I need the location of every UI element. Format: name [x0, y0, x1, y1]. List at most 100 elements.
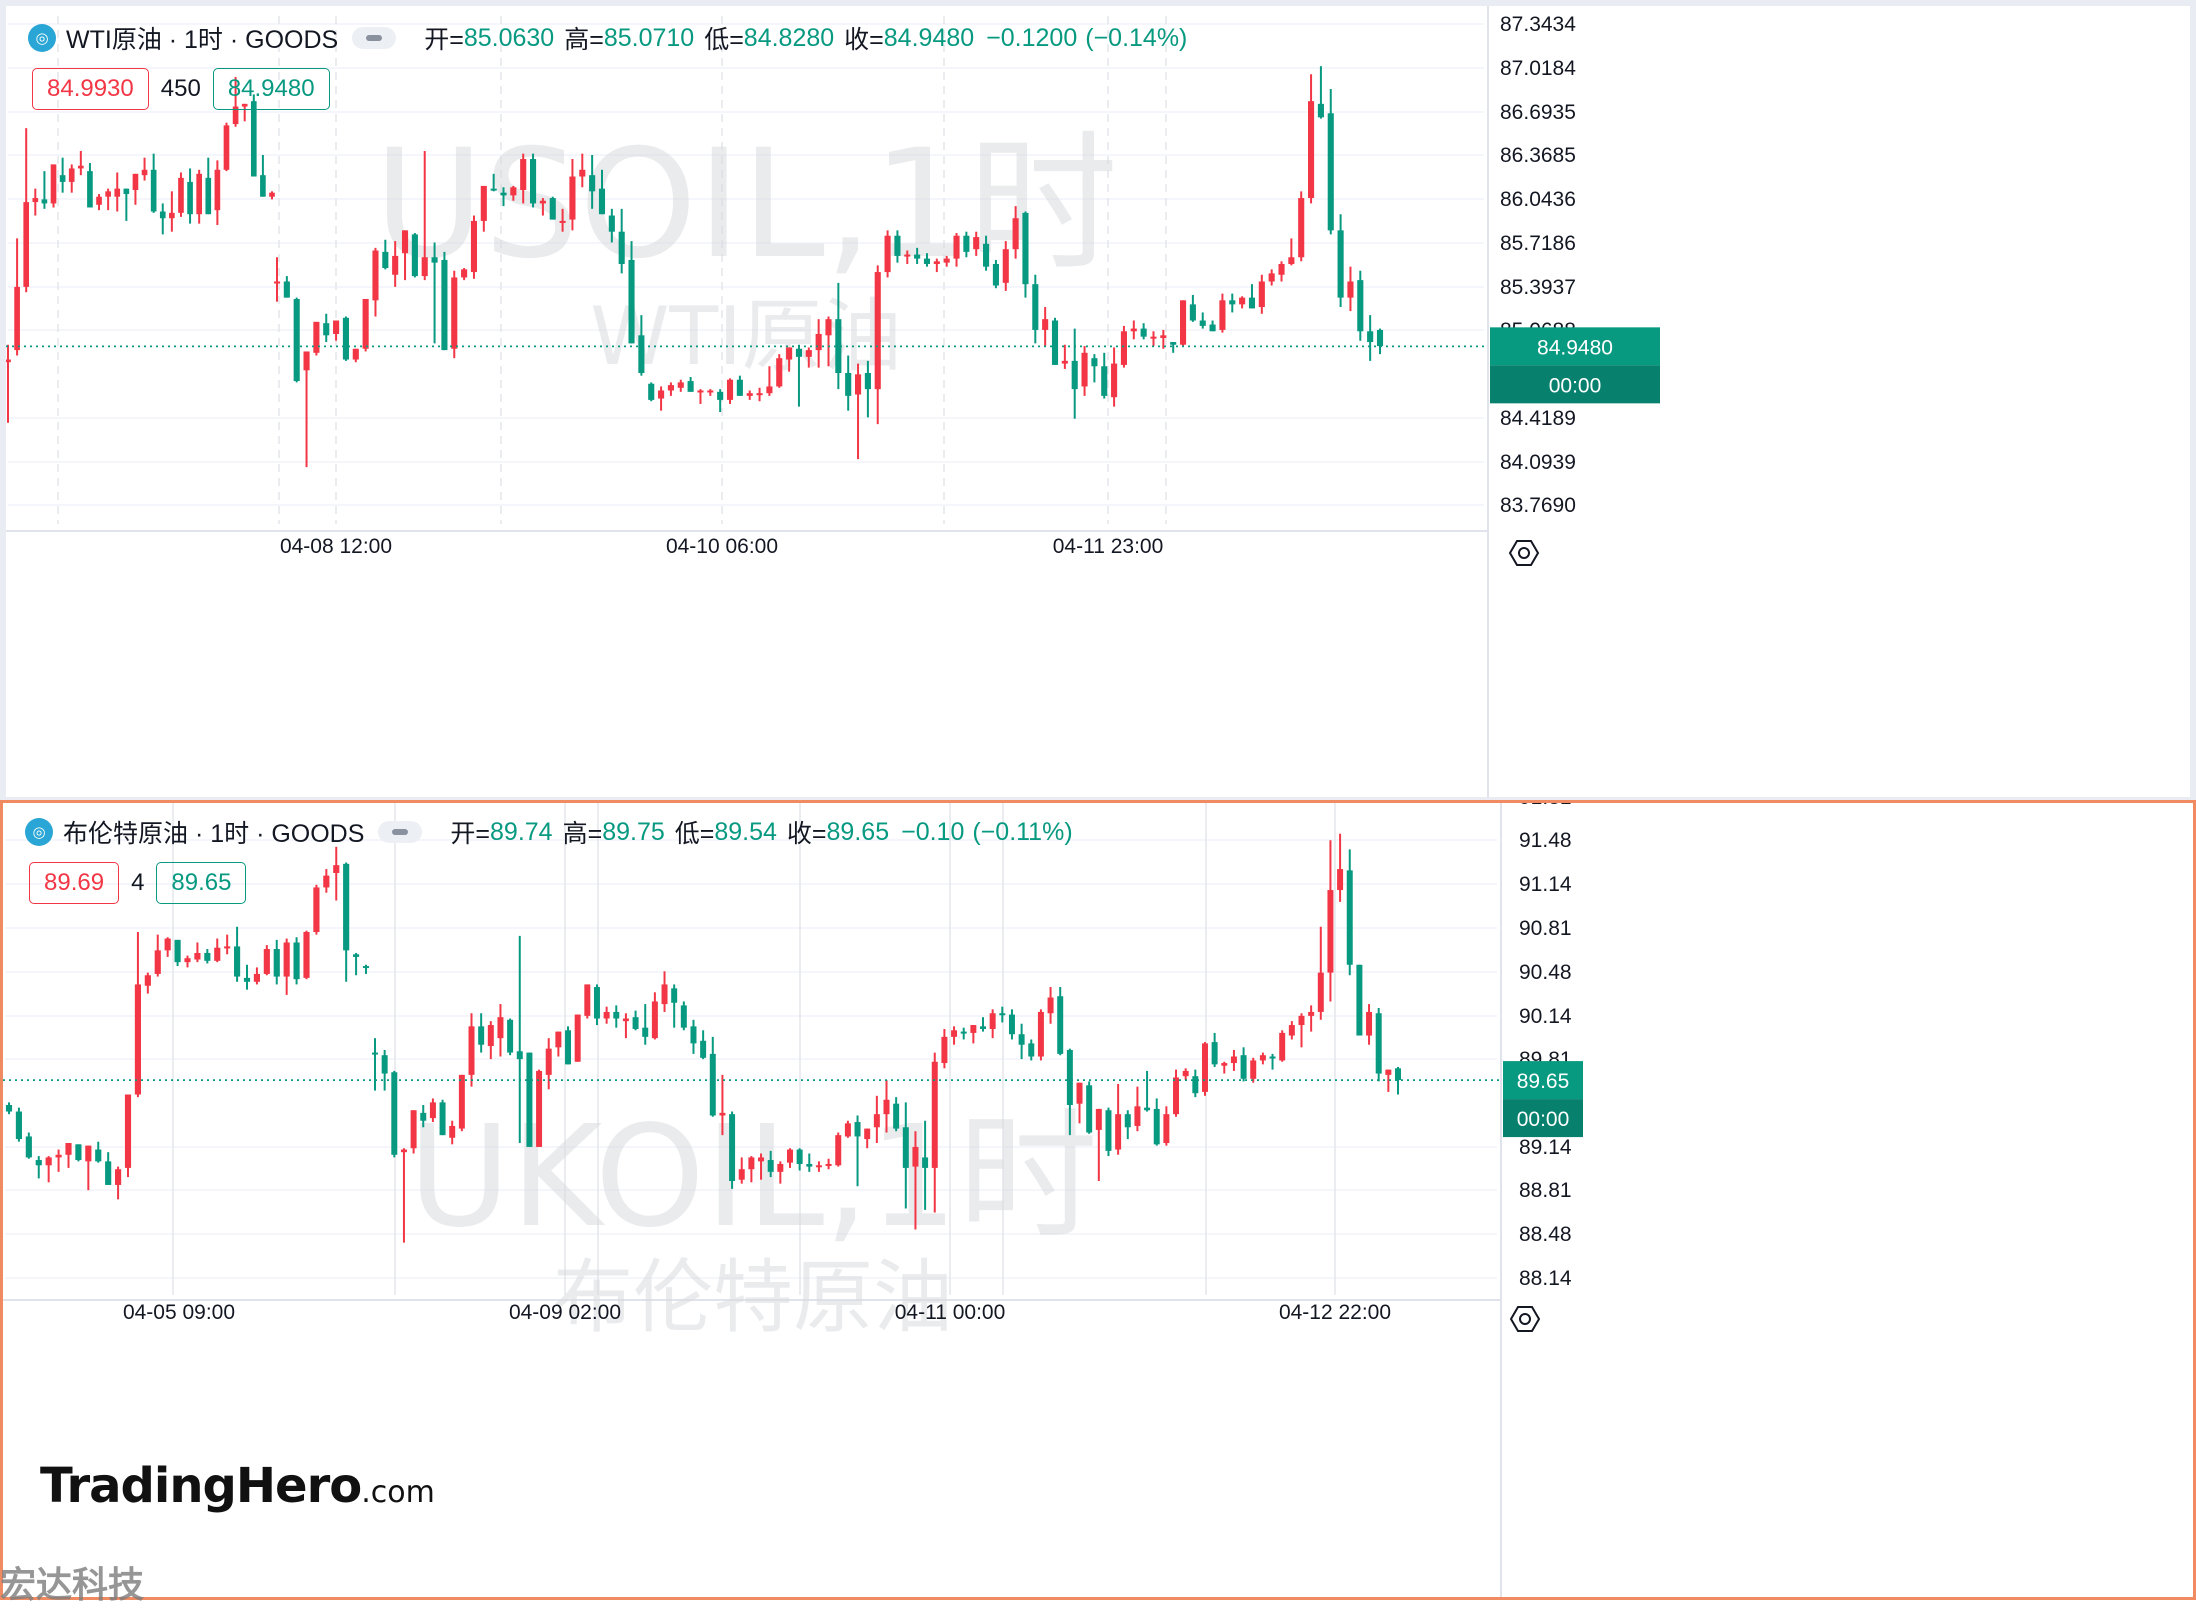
candle-body — [362, 966, 370, 969]
candle-body — [313, 887, 320, 932]
candle-body — [1366, 1011, 1373, 1036]
candle-body — [758, 1157, 765, 1162]
candle-body — [1230, 1056, 1237, 1064]
candle-body — [1002, 249, 1009, 283]
y-tick-label: 88.48 — [1519, 1223, 1572, 1246]
candle-body — [1022, 212, 1029, 285]
candle-body — [273, 949, 280, 977]
candle-body — [1356, 964, 1363, 1036]
quantity: 450 — [160, 75, 201, 102]
x-tick-label: 04-05 09:00 — [123, 1301, 235, 1324]
candle-body — [429, 1102, 436, 1119]
sell-button[interactable]: 84.9930 — [32, 68, 149, 110]
candle-body — [569, 176, 576, 220]
collapse-toggle-icon[interactable] — [352, 27, 397, 49]
candle-body — [490, 188, 497, 191]
candle-body — [159, 211, 166, 219]
candle-body — [1066, 1049, 1073, 1105]
candle-body — [608, 215, 615, 232]
candle-body — [628, 259, 635, 344]
grid — [8, 16, 1484, 524]
candle-body — [648, 383, 655, 400]
symbol-title[interactable]: 布伦特原油 · 1时 · GOODS — [63, 820, 365, 848]
y-tick-label: 87.3434 — [1500, 13, 1576, 36]
candle-body — [1308, 1011, 1315, 1016]
candle-body — [642, 1027, 649, 1037]
candle-body — [738, 1169, 745, 1180]
candle-body — [154, 950, 161, 974]
candle-body — [123, 188, 130, 195]
candle-body — [726, 379, 734, 400]
collapse-toggle-icon[interactable] — [378, 821, 423, 843]
candle-body — [1375, 1013, 1382, 1074]
symbol-watermark: USOIL,1时 — [374, 118, 1118, 292]
usoil-pane[interactable]: USOIL,1时 WTI原油 87.3434 87.0184 86.6935 86.368… — [0, 0, 2196, 800]
candle-body — [815, 1165, 822, 1168]
countdown-bg — [1503, 1099, 1583, 1138]
candle-body — [333, 320, 340, 334]
candle-body — [478, 1026, 485, 1045]
settings-gear-icon[interactable] — [1509, 1306, 1541, 1332]
candle-body — [214, 947, 221, 961]
candle-body — [864, 372, 871, 390]
candle-body — [931, 1061, 938, 1168]
candle-body — [1250, 1060, 1257, 1079]
candle-body — [65, 1143, 72, 1155]
candle-body — [283, 942, 290, 977]
candle-body — [1259, 1055, 1266, 1061]
high-label: 高= — [564, 26, 604, 54]
candle-body — [1071, 360, 1078, 390]
sell-button[interactable]: 89.69 — [29, 862, 120, 904]
candle-body — [989, 1013, 996, 1029]
candle-body — [796, 1149, 803, 1164]
candle-body — [132, 173, 139, 190]
candle-body — [638, 335, 645, 373]
candle-body — [15, 1111, 22, 1140]
candle-body — [516, 1051, 523, 1060]
settings-gear-icon[interactable] — [1508, 540, 1540, 566]
candle-body — [234, 946, 241, 977]
candle-body — [420, 1112, 427, 1121]
candle-body — [1317, 972, 1324, 1012]
candle-body — [1308, 101, 1315, 199]
candle-body — [114, 188, 121, 197]
candle-body — [555, 1031, 562, 1048]
candle-body — [1134, 1106, 1141, 1126]
y-tick-label: 88.14 — [1519, 1267, 1572, 1290]
candle-body — [536, 1070, 543, 1147]
candle-body — [1395, 1068, 1401, 1081]
candle-body — [951, 1030, 958, 1037]
candle-body — [894, 235, 901, 256]
candle-body — [1140, 328, 1147, 337]
candle-body — [776, 358, 783, 387]
candle-body — [458, 1074, 465, 1129]
gear-hub — [1519, 1313, 1531, 1325]
candle-body — [1199, 320, 1206, 326]
candle-body — [468, 1026, 475, 1075]
candle-body — [700, 1040, 707, 1058]
y-tick-label: 86.0436 — [1500, 188, 1576, 211]
candle-body — [1248, 297, 1256, 309]
x-tick-label: 04-11 00:00 — [895, 1301, 1006, 1324]
candle-body — [709, 1053, 716, 1116]
y-tick-label: 84.4189 — [1500, 407, 1576, 430]
symbol-title[interactable]: WTI原油 · 1时 · GOODS — [66, 26, 339, 54]
candle-body — [746, 393, 753, 396]
candle-body — [105, 1161, 112, 1185]
candles — [5, 846, 370, 1200]
high-value: 89.75 — [602, 817, 665, 846]
y-tick-label: 86.6935 — [1500, 101, 1576, 124]
candle-body — [777, 1163, 784, 1172]
candle-body — [1173, 1077, 1180, 1115]
buy-button[interactable]: 89.65 — [156, 862, 247, 904]
candle-body — [622, 1018, 629, 1022]
candle-body — [353, 954, 360, 957]
candle-body — [55, 1154, 62, 1158]
close-label: 收= — [844, 26, 884, 54]
buy-button[interactable]: 84.9480 — [212, 68, 330, 110]
candle-body — [32, 198, 39, 203]
candle-body — [1115, 1114, 1122, 1150]
